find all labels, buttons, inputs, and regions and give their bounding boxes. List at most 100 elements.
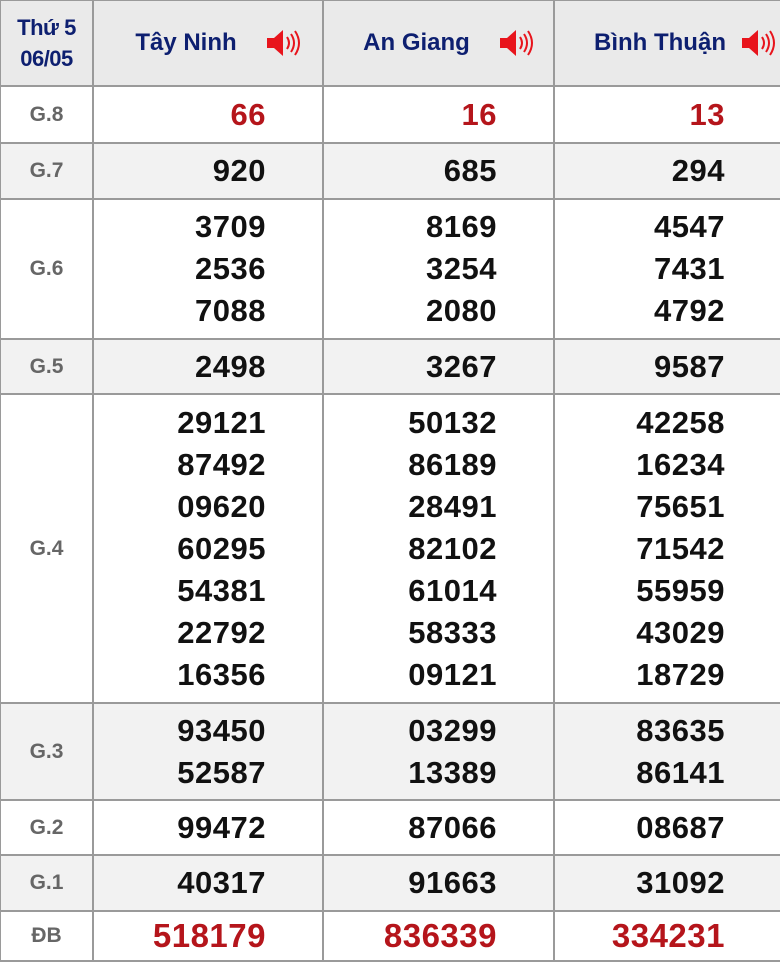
prize-number: 86189	[408, 446, 497, 482]
prize-cell: 66	[92, 85, 324, 144]
prize-number: 43029	[636, 614, 725, 650]
prize-cell: 3267	[322, 338, 555, 395]
prize-row: G.7 920 685 294	[0, 142, 780, 200]
prize-cell: 836339	[322, 910, 555, 962]
day-label: Thứ 5	[17, 15, 76, 40]
prize-cell: 334231	[553, 910, 780, 962]
province-header: An Giang	[322, 0, 555, 87]
prize-label: ĐB	[0, 910, 94, 962]
prize-number: 08687	[636, 809, 725, 845]
prize-number: 54381	[177, 572, 266, 608]
prize-number: 58333	[408, 614, 497, 650]
prize-label: G.3	[0, 702, 94, 801]
prize-label: G.7	[0, 142, 94, 200]
prize-number: 93450	[177, 712, 266, 748]
prize-label: G.4	[0, 393, 94, 704]
prize-cell: 3709 2536 7088	[92, 198, 324, 340]
prize-number: 3267	[426, 348, 497, 384]
prize-number: 3254	[426, 251, 497, 286]
speaker-icon[interactable]	[498, 28, 534, 58]
prize-cell: 2498	[92, 338, 324, 395]
prize-row: G.8 66 16 13	[0, 85, 780, 144]
prize-number: 09620	[177, 488, 266, 524]
prize-row: ĐB 518179 836339 334231	[0, 910, 780, 962]
prize-label: G.6	[0, 198, 94, 340]
prize-cell: 294	[553, 142, 780, 200]
province-name: Bình Thuận	[594, 29, 726, 56]
prize-number: 71542	[636, 530, 725, 566]
province-header: Tây Ninh	[92, 0, 324, 87]
prize-cell: 83635 86141	[553, 702, 780, 801]
prize-cell: 4547 7431 4792	[553, 198, 780, 340]
prize-number: 334231	[611, 917, 725, 954]
prize-number: 2080	[426, 293, 497, 328]
prize-cell: 08687	[553, 799, 780, 856]
prize-number: 4792	[654, 293, 725, 328]
prize-row: G.1 40317 91663 31092	[0, 854, 780, 912]
prize-number: 4547	[654, 209, 725, 244]
prize-cell: 40317	[92, 854, 324, 912]
prize-row: G.6 3709 2536 7088 8169 3254 2080 4547 7431 4792	[0, 198, 780, 340]
prize-number: 13	[689, 96, 725, 132]
prize-cell: 50132 86189 28491 82102 61014 58333 09121	[322, 393, 555, 704]
prize-number: 13389	[408, 754, 497, 790]
prize-number: 42258	[636, 404, 725, 440]
prize-number: 3709	[195, 209, 266, 244]
prize-row: G.4 29121 87492 09620 60295 54381 22792 16356 50…	[0, 393, 780, 704]
prize-number: 294	[671, 153, 725, 188]
prize-cell: 99472	[92, 799, 324, 856]
prize-number: 50132	[408, 404, 497, 440]
prize-number: 16356	[177, 656, 266, 692]
prize-cell: 42258 16234 75651 71542 55959 43029 18729	[553, 393, 780, 704]
prize-label: G.1	[0, 854, 94, 912]
prize-number: 920	[212, 153, 266, 188]
prize-number: 685	[443, 153, 497, 188]
prize-cell: 03299 13389	[322, 702, 555, 801]
prize-number: 86141	[636, 754, 725, 790]
prize-number: 8169	[426, 209, 497, 244]
date-label: 06/05	[20, 46, 73, 71]
prize-number: 16	[461, 96, 497, 132]
province-name: Tây Ninh	[135, 29, 237, 56]
prize-row: G.3 93450 52587 03299 13389 83635 86141	[0, 702, 780, 801]
province-header: Bình Thuận	[553, 0, 780, 87]
date-cell: Thứ 5 06/05	[0, 0, 94, 87]
prize-number: 75651	[636, 488, 725, 524]
prize-cell: 518179	[92, 910, 324, 962]
header-row: Thứ 5 06/05 Tây Ninh An Giang Bình Thuận	[0, 0, 780, 87]
prize-number: 09121	[408, 656, 497, 692]
speaker-icon[interactable]	[265, 28, 301, 58]
prize-number: 52587	[177, 754, 266, 790]
prize-number: 9587	[654, 348, 725, 384]
prize-number: 82102	[408, 530, 497, 566]
prize-number: 83635	[636, 712, 725, 748]
prize-number: 40317	[177, 865, 266, 900]
prize-cell: 93450 52587	[92, 702, 324, 801]
prize-number: 518179	[152, 917, 266, 954]
speaker-icon[interactable]	[740, 28, 776, 58]
prize-number: 2536	[195, 251, 266, 286]
prize-cell: 8169 3254 2080	[322, 198, 555, 340]
prize-number: 16234	[636, 446, 725, 482]
prize-cell: 920	[92, 142, 324, 200]
province-name: An Giang	[363, 29, 470, 56]
prize-cell: 9587	[553, 338, 780, 395]
prize-label: G.5	[0, 338, 94, 395]
prize-number: 99472	[177, 809, 266, 845]
prize-row: G.2 99472 87066 08687	[0, 799, 780, 856]
prize-number: 2498	[195, 348, 266, 384]
prize-cell: 13	[553, 85, 780, 144]
prize-number: 66	[230, 96, 266, 132]
prize-number: 55959	[636, 572, 725, 608]
prize-number: 7431	[654, 251, 725, 286]
prize-number: 87066	[408, 809, 497, 845]
prize-number: 03299	[408, 712, 497, 748]
prize-cell: 16	[322, 85, 555, 144]
prize-row: G.5 2498 3267 9587	[0, 338, 780, 395]
prize-number: 60295	[177, 530, 266, 566]
prize-number: 87492	[177, 446, 266, 482]
prize-number: 836339	[383, 917, 497, 954]
prize-cell: 31092	[553, 854, 780, 912]
prize-cell: 91663	[322, 854, 555, 912]
